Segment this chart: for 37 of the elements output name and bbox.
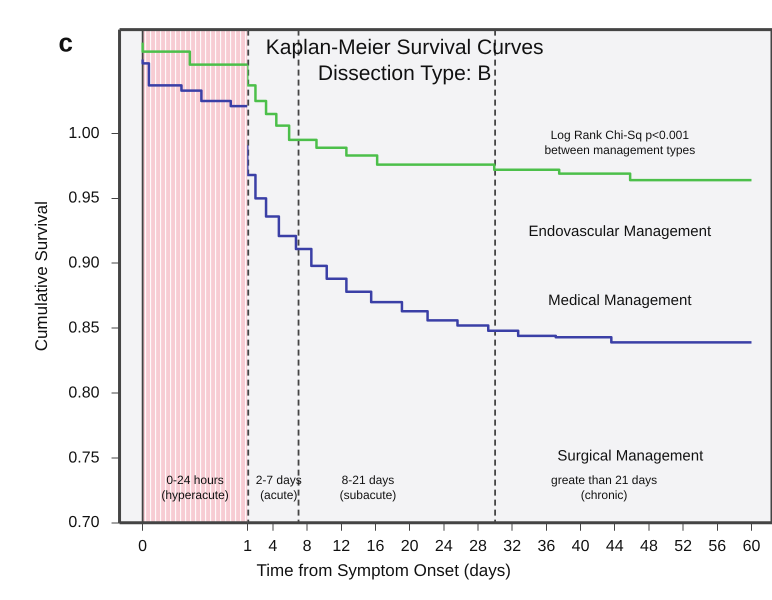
annotation: Medical Management <box>548 292 693 309</box>
x-tick-label: 12 <box>332 538 351 555</box>
annotation: greate than 21 days (chronic) <box>551 473 658 502</box>
y-tick-label: 0.90 <box>68 254 100 272</box>
x-tick-label: 0 <box>138 538 148 555</box>
x-tick-label: 52 <box>674 538 692 555</box>
y-tick-label: 0.70 <box>68 514 100 532</box>
y-tick-label: 0.85 <box>68 320 100 337</box>
annotation: Surgical Management <box>558 447 704 464</box>
y-tick-label: 0.95 <box>68 190 100 207</box>
x-tick-label: 32 <box>504 538 522 555</box>
text: Dissection Type: B <box>318 62 492 85</box>
y-axis-title: Cumulative Survival <box>32 201 51 352</box>
x-tick-label: 8 <box>302 538 312 555</box>
y-tick-label: 0.80 <box>68 384 100 402</box>
x-tick-label: 48 <box>640 538 658 555</box>
annotation: 2-7 days (acute) <box>256 473 302 502</box>
annotation: 8-21 days (subacute) <box>340 473 397 502</box>
x-tick-label: 4 <box>268 538 278 555</box>
x-tick-label: 28 <box>469 538 488 555</box>
x-tick-label: 60 <box>742 538 761 555</box>
x-tick-label: 24 <box>435 538 454 555</box>
chart-title: Kaplan-Meier Survival Curves <box>266 36 544 59</box>
annotation: Log Rank Chi-Sq p<0.001 between management types <box>544 128 696 157</box>
x-tick-label: 56 <box>708 538 727 555</box>
y-tick-label: 0.75 <box>68 449 100 466</box>
x-tick-label: 20 <box>401 538 419 555</box>
x-axis-title: Time from Symptom Onset (days) <box>256 560 512 580</box>
x-tick-label: 36 <box>538 538 556 555</box>
annotation: 0-24 hours (hyperacute) <box>161 473 229 502</box>
x-tick-label: 40 <box>572 538 590 555</box>
text: c <box>58 28 74 58</box>
annotation: Endovascular Management <box>528 222 712 240</box>
x-tick-label: 16 <box>366 538 385 555</box>
x-tick-label: 1 <box>243 538 252 555</box>
x-tick-label: 44 <box>606 538 624 555</box>
y-tick-label: 1.00 <box>68 124 100 142</box>
